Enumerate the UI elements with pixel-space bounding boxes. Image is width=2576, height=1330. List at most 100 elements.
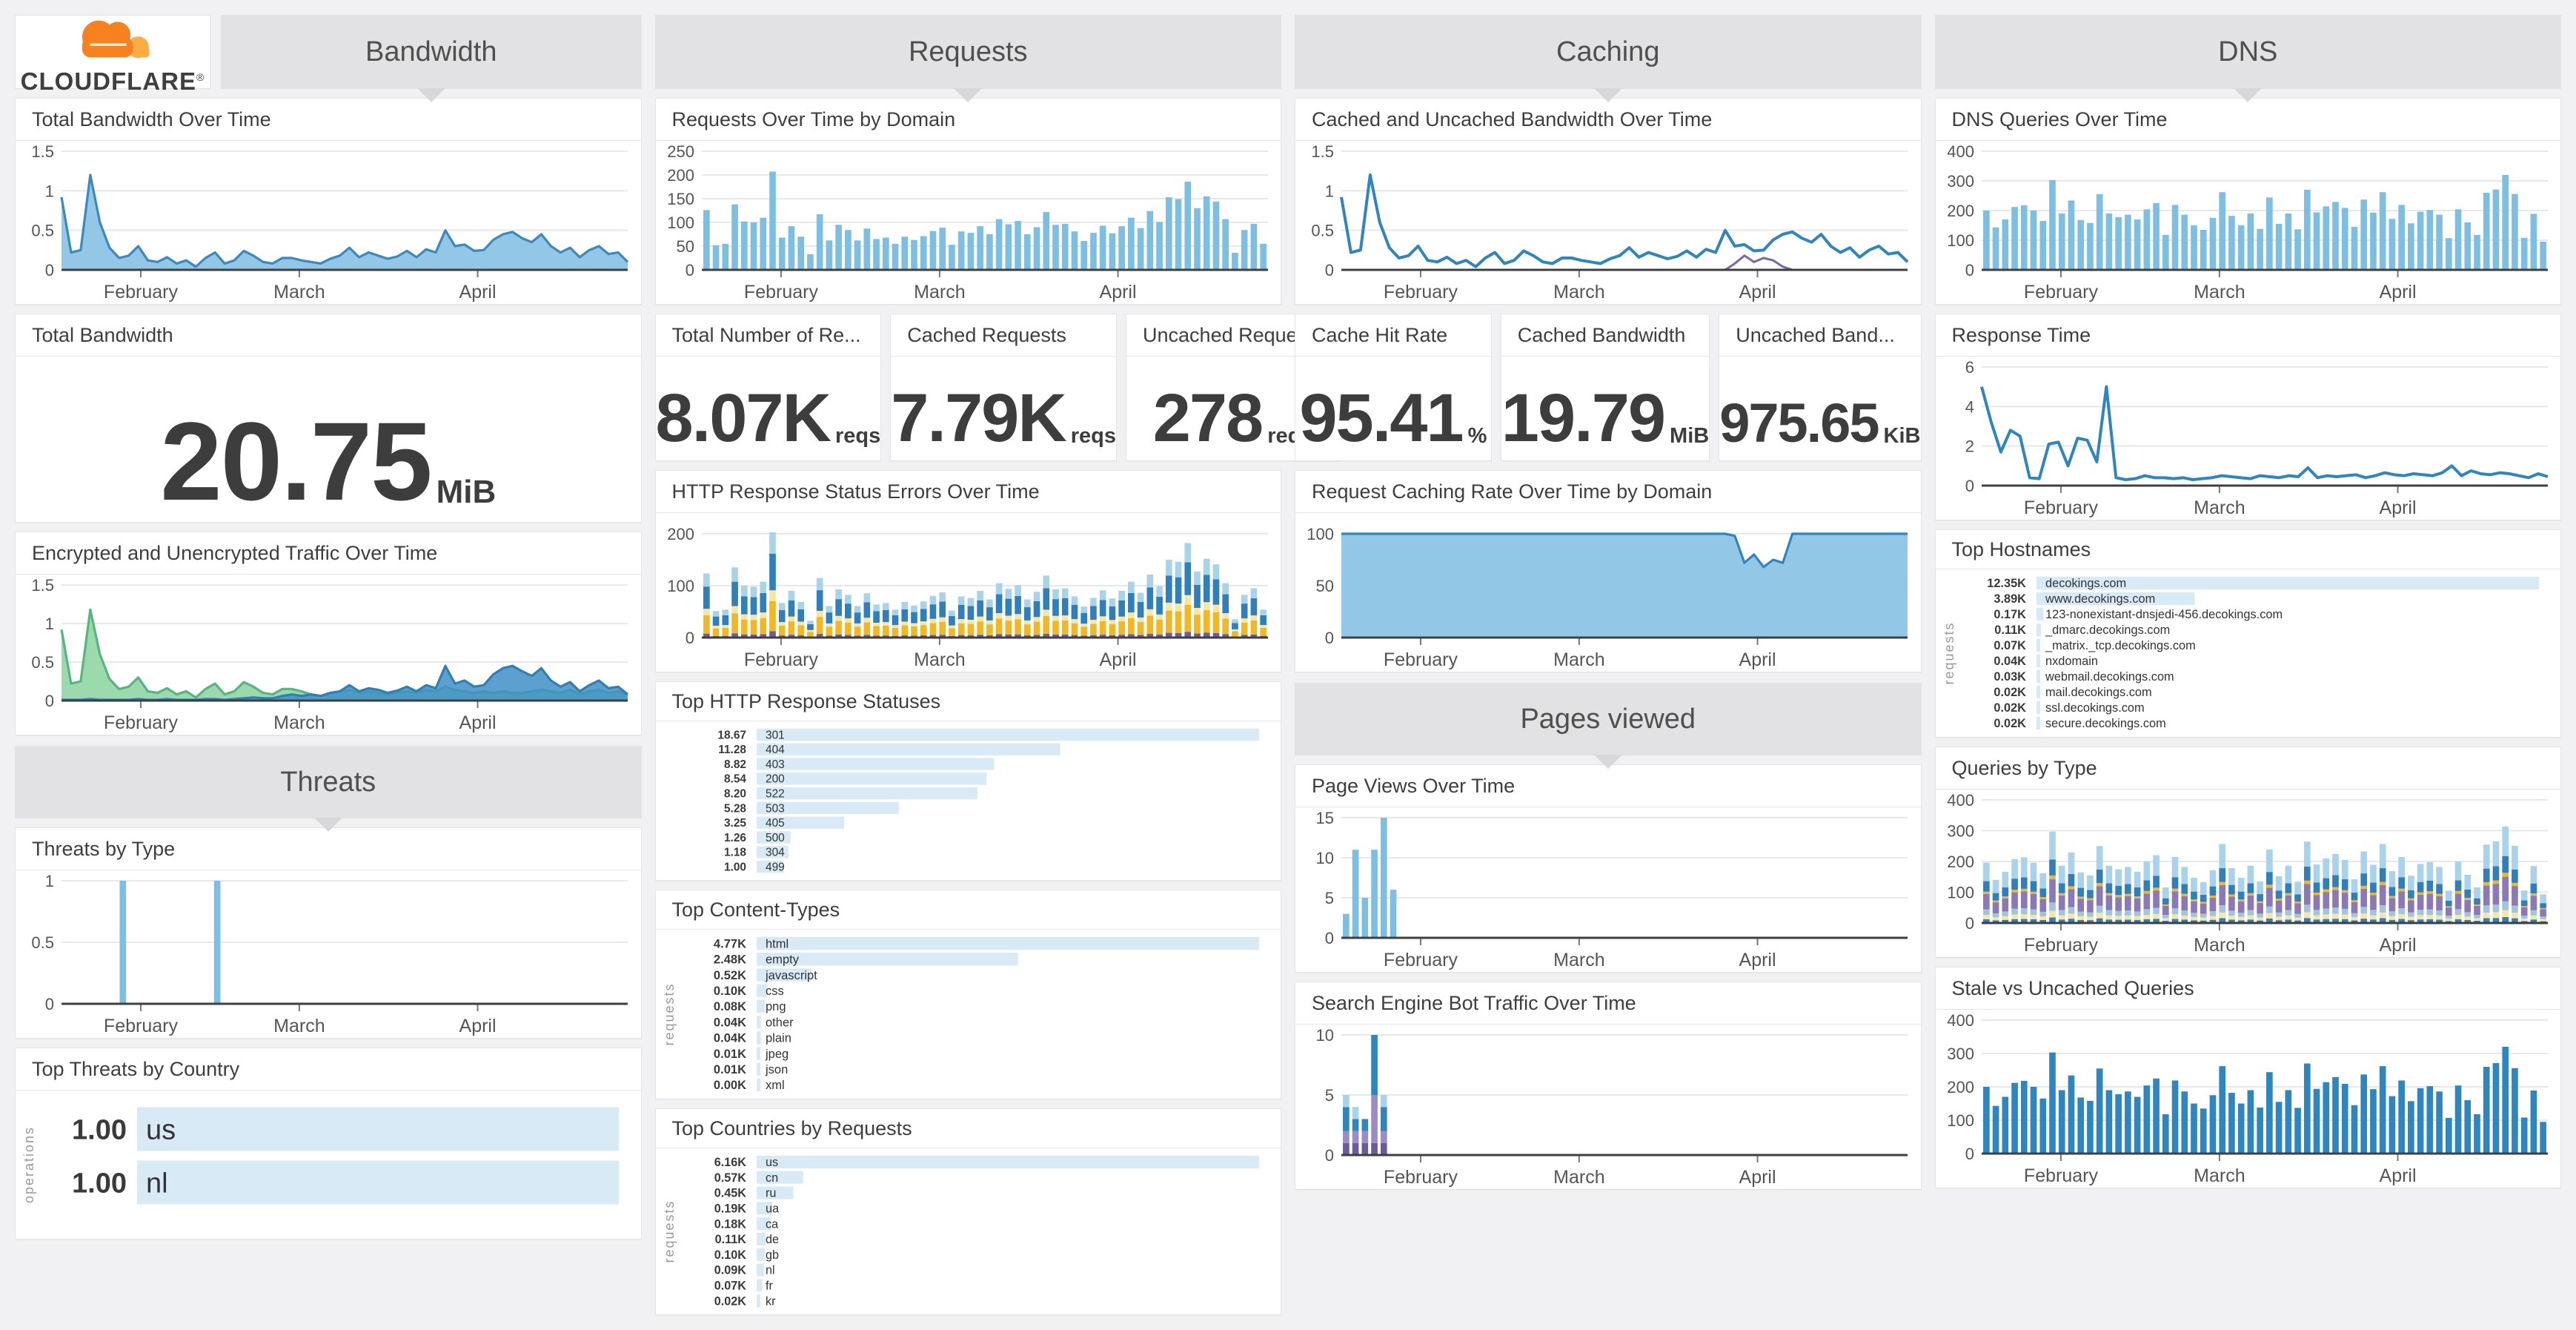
response-time-chart[interactable]: 0 2 4 6 February March April <box>1936 357 2561 520</box>
svg-text:css: css <box>766 984 784 998</box>
top-countries-chart[interactable]: 6.16K us 0.57K cn 0.45K ru 0.19K ua 0.18K ca 0.11K… <box>656 1148 1281 1314</box>
svg-text:405: 405 <box>766 817 785 830</box>
requests-over-time-chart[interactable]: 0 50 100 150 200 250 February March April <box>656 141 1281 304</box>
svg-text:secure.decokings.com: secure.decokings.com <box>2045 717 2166 730</box>
svg-text:403: 403 <box>766 758 785 771</box>
svg-text:February: February <box>2023 935 2098 956</box>
svg-text:100: 100 <box>1947 884 1974 902</box>
page-views-over-time-chart[interactable]: 0 5 10 15 February March April <box>1295 807 1921 972</box>
card-cached-bandwidth: Cached Bandwidth 19.79 MiB <box>1500 314 1710 461</box>
card-title: HTTP Response Status Errors Over Time <box>655 471 1281 513</box>
encrypted-unencrypted-traffic-chart[interactable]: 0 0.5 1 1.5 February March April <box>16 575 641 735</box>
svg-text:2.48K: 2.48K <box>713 953 746 967</box>
svg-text:8.82: 8.82 <box>723 758 746 771</box>
svg-text:us: us <box>146 1114 176 1145</box>
search-engine-bot-traffic-chart[interactable]: 0 5 10 February March April <box>1295 1025 1921 1189</box>
stat-cache-hit-rate: 95.41 % <box>1295 357 1491 460</box>
svg-text:April: April <box>1099 649 1136 670</box>
svg-text:0: 0 <box>1965 261 1974 279</box>
svg-text:0: 0 <box>45 261 54 279</box>
svg-text:empty: empty <box>766 953 800 967</box>
request-caching-rate-chart[interactable]: 0 50 100 February March April <box>1295 513 1921 672</box>
svg-text:8.20: 8.20 <box>723 788 746 801</box>
http-errors-over-time-chart[interactable]: 0 100 200 February March April <box>656 513 1281 672</box>
card-title: Top HTTP Response Statuses <box>655 682 1281 721</box>
card-title: Response Time <box>1935 314 2560 357</box>
svg-text:50: 50 <box>1316 577 1334 595</box>
stat-unit: MiB <box>1670 424 1710 448</box>
svg-text:0: 0 <box>1965 1145 1974 1163</box>
svg-text:1.00: 1.00 <box>723 861 746 874</box>
svg-text:www.decokings.com: www.decokings.com <box>2045 592 2155 606</box>
caching-stat-row: Cache Hit Rate 95.41 % Cached Bandwidth … <box>1295 314 1922 461</box>
svg-text:3.25: 3.25 <box>723 817 746 830</box>
svg-text:mail.decokings.com: mail.decokings.com <box>2045 686 2152 699</box>
top-http-statuses-chart[interactable]: 18.67 301 11.28 404 8.82 403 8.54 200 8.20 522 5.2… <box>656 721 1281 880</box>
svg-text:100: 100 <box>1947 231 1974 250</box>
stale-vs-uncached-queries-chart[interactable]: 0 100 200 300 400 February March April <box>1936 1010 2561 1188</box>
requests-column: Requests Requests Over Time by Domain 0 5… <box>654 15 1341 1315</box>
cached-uncached-bandwidth-chart[interactable]: 0 0.5 1 1.5 February March April <box>1295 141 1921 304</box>
dns-queries-over-time-chart[interactable]: 0 100 200 300 400 February March April <box>1936 141 2561 304</box>
svg-text:3.89K: 3.89K <box>1994 592 2026 606</box>
svg-text:0.11K: 0.11K <box>1994 623 2026 637</box>
svg-text:500: 500 <box>766 832 785 844</box>
card-total-requests: Total Number of Re... 8.07K reqs <box>654 314 882 461</box>
card-bot-traffic: Search Engine Bot Traffic Over Time 0 5 10… <box>1295 982 1922 1190</box>
top-hostnames-chart[interactable]: 12.35K decokings.com 3.89K www.decokings.co… <box>1936 569 2561 737</box>
svg-text:plain: plain <box>766 1031 791 1045</box>
stat-unit: reqs <box>1070 424 1117 448</box>
card-page-views: Page Views Over Time 0 5 10 15 February March… <box>1295 764 1922 973</box>
svg-text:April: April <box>1739 282 1776 302</box>
stat-unit: MiB <box>436 474 497 510</box>
svg-text:February: February <box>2023 282 2098 302</box>
svg-text:0.07K: 0.07K <box>1994 639 2026 652</box>
svg-text:0.5: 0.5 <box>31 222 54 240</box>
svg-text:0.02K: 0.02K <box>1994 686 2026 699</box>
card-uncached-bandwidth: Uncached Band... 975.65 KiB <box>1719 314 1922 461</box>
svg-text:0.5: 0.5 <box>31 933 54 952</box>
top-threats-by-country-chart[interactable]: 1.00 us 1.00 nl operations <box>16 1091 641 1239</box>
stat-value: 8.07K <box>655 380 831 456</box>
svg-text:0: 0 <box>1325 1146 1334 1165</box>
svg-text:decokings.com: decokings.com <box>2045 577 2126 590</box>
svg-text:March: March <box>914 649 965 670</box>
card-total-bandwidth-over-time: Total Bandwidth Over Time 0 0.5 1 1.5 Februa… <box>15 98 642 305</box>
card-title: Request Caching Rate Over Time by Domain <box>1295 471 1921 513</box>
svg-text:requests: requests <box>1942 621 1956 684</box>
svg-text:0.10K: 0.10K <box>714 1248 746 1262</box>
top-content-types-chart[interactable]: 4.77K html 2.48K empty 0.52K javascript 0.10K c… <box>656 930 1281 1099</box>
svg-text:100: 100 <box>667 577 694 595</box>
total-bandwidth-over-time-chart[interactable]: 0 0.5 1 1.5 February March April <box>16 141 641 304</box>
svg-text:fr: fr <box>766 1279 774 1292</box>
svg-text:0.18K: 0.18K <box>714 1217 746 1231</box>
threats-by-type-chart[interactable]: 0 0.5 1 February March April <box>16 870 641 1038</box>
svg-text:February: February <box>2023 497 2098 518</box>
svg-text:ua: ua <box>766 1202 780 1215</box>
svg-text:ca: ca <box>766 1217 779 1231</box>
svg-text:1: 1 <box>45 615 54 633</box>
card-title: Queries by Type <box>1935 747 2560 790</box>
svg-text:1: 1 <box>1325 182 1334 200</box>
svg-text:February: February <box>2023 1165 2098 1186</box>
svg-text:March: March <box>273 1016 325 1036</box>
stat-cached-requests: 7.79K reqs <box>891 357 1116 460</box>
svg-text:200: 200 <box>667 166 694 185</box>
svg-text:April: April <box>2379 935 2416 956</box>
svg-text:11.28: 11.28 <box>718 744 746 756</box>
svg-text:0: 0 <box>45 692 54 710</box>
svg-text:1.5: 1.5 <box>1311 142 1334 161</box>
card-cache-hit-rate: Cache Hit Rate 95.41 % <box>1295 314 1492 461</box>
svg-text:February: February <box>1384 1167 1458 1188</box>
svg-text:0.19K: 0.19K <box>714 1202 746 1215</box>
section-header-dns: DNS <box>1934 15 2561 89</box>
svg-text:us: us <box>766 1156 778 1169</box>
card-title: Requests Over Time by Domain <box>655 99 1281 141</box>
cloudflare-logo[interactable]: CLOUDFLARE® <box>15 15 210 93</box>
svg-text:0.02K: 0.02K <box>714 1294 746 1308</box>
svg-text:0.01K: 0.01K <box>713 1047 746 1061</box>
svg-text:0.00K: 0.00K <box>713 1078 746 1092</box>
queries-by-type-chart[interactable]: 0 100 200 300 400 February March April <box>1936 790 2561 957</box>
svg-text:March: March <box>914 282 965 302</box>
